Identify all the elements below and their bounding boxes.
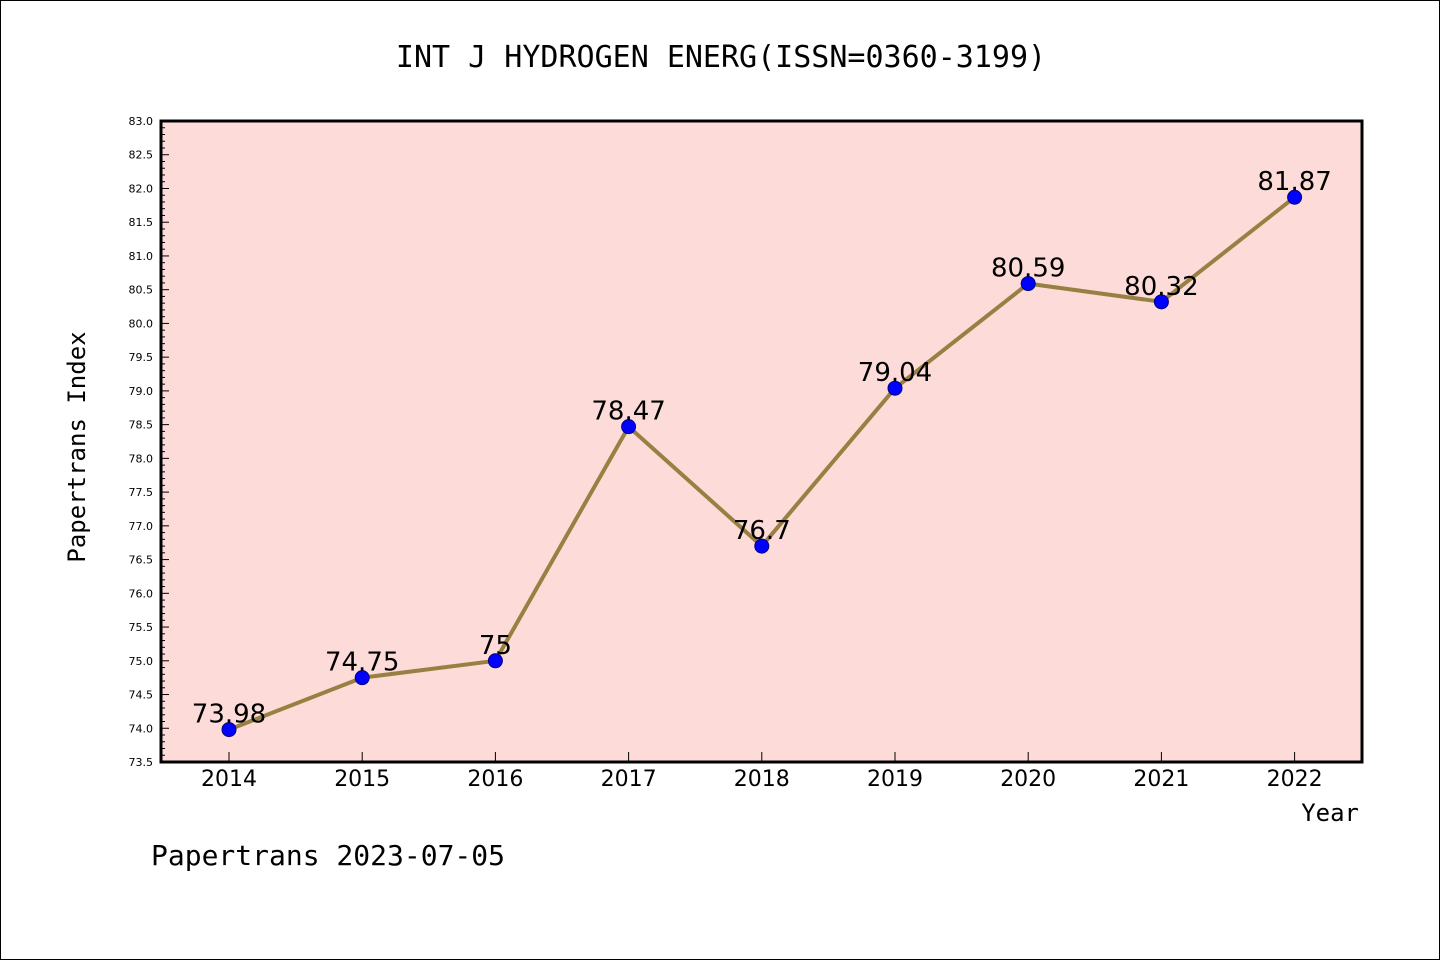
x-tick-label: 2015 (334, 767, 390, 792)
x-axis-label: Year (1301, 799, 1359, 827)
data-label: 73.98 (192, 700, 266, 730)
y-tick-label: 74.0 (129, 722, 154, 735)
data-point (354, 670, 370, 686)
data-label-group: 73.98 74.75 75 78.47 76.7 79.04 80.59 80.32 81.8… (192, 167, 1332, 729)
x-tick-label: 2014 (201, 767, 257, 792)
y-tick-label: 78.5 (129, 419, 154, 432)
y-tick-label: 80.5 (129, 284, 154, 297)
data-label: 80.59 (991, 254, 1065, 284)
x-tick-label: 2019 (867, 767, 923, 792)
x-tick-label: 2018 (734, 767, 790, 792)
y-tick-label: 78.0 (129, 452, 154, 465)
x-tick-label: 2021 (1133, 767, 1189, 792)
y-tick-label: 76.0 (129, 587, 154, 600)
data-label: 76.7 (733, 516, 791, 546)
data-label: 81.87 (1257, 167, 1331, 197)
y-tick-label: 76.5 (129, 554, 154, 567)
y-tick-label: 79.5 (129, 351, 154, 364)
data-label: 74.75 (325, 648, 399, 678)
data-point (221, 722, 237, 738)
data-point (1153, 294, 1169, 310)
x-tick-label: 2017 (601, 767, 657, 792)
y-tick-label: 75.0 (129, 655, 154, 668)
plot-border (159, 119, 1364, 764)
footer-text: Papertrans 2023-07-05 (151, 839, 505, 872)
data-label: 78.47 (591, 397, 665, 427)
plot-area (161, 121, 1362, 762)
y-tick-label: 81.5 (129, 216, 154, 229)
data-point (887, 380, 903, 396)
x-tick-label: 2022 (1267, 767, 1323, 792)
data-point (1020, 276, 1036, 292)
y-tick-label: 82.0 (129, 182, 154, 195)
y-axis-label: Papertrans Index (63, 331, 91, 562)
x-axis: 2014 2015 2016 2017 2018 2019 2020 2021 2022 (201, 752, 1323, 792)
y-tick-label: 77.5 (129, 486, 154, 499)
data-label: 80.32 (1124, 272, 1198, 302)
chart-title: INT J HYDROGEN ENERG(ISSN=0360-3199) (396, 40, 1046, 75)
data-point (754, 538, 770, 554)
y-axis: 73.5 74.0 74.5 75.0 75.5 76.0 76.5 77.0 77.5 78.0… (129, 115, 169, 769)
data-label: 75 (479, 631, 512, 661)
y-tick-label: 80.0 (129, 317, 154, 330)
x-tick-label: 2020 (1000, 767, 1056, 792)
y-tick-label: 83.0 (129, 115, 154, 128)
y-tick-label: 74.5 (129, 689, 154, 702)
y-tick-label: 75.5 (129, 621, 154, 634)
y-tick-label: 73.5 (129, 756, 154, 769)
marker-group (221, 189, 1303, 738)
data-point (621, 419, 637, 435)
y-tick-label: 77.0 (129, 520, 154, 533)
data-label: 79.04 (858, 358, 932, 388)
y-tick-label: 79.0 (129, 385, 154, 398)
y-tick-label: 81.0 (129, 250, 154, 263)
data-point (1287, 189, 1303, 205)
y-tick-label: 82.5 (129, 149, 154, 162)
data-point (487, 653, 503, 669)
x-tick-label: 2016 (467, 767, 523, 792)
